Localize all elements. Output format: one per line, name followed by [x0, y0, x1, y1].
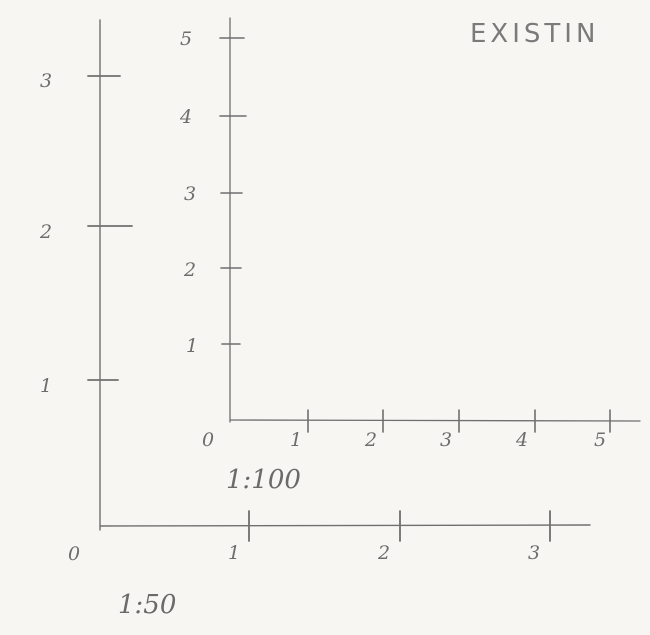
- y-label-1-100: 4: [179, 106, 192, 128]
- origin-label-1-50: 0: [68, 543, 80, 565]
- x-label-1-50: 2: [377, 542, 390, 564]
- x-axis-1-100: [229, 419, 641, 422]
- y-label-1-50: 2: [39, 221, 52, 243]
- x-label-1-100: 1: [290, 429, 302, 451]
- scale-label-1-100: 1:100: [226, 465, 301, 495]
- x-label-1-50: 3: [528, 542, 540, 564]
- x-label-1-100: 4: [515, 429, 528, 451]
- x-label-1-100: 3: [440, 429, 452, 451]
- y-label-1-100: 3: [184, 183, 196, 205]
- drawing-title: EXISTIN: [470, 19, 599, 49]
- x-label-1-100: 2: [364, 429, 377, 451]
- y-label-1-100: 2: [183, 259, 196, 281]
- axes-1-50: 3 2 1 1 2 3 0 1:50: [39, 19, 591, 620]
- y-label-1-100: 1: [186, 335, 198, 357]
- x-label-1-50: 1: [228, 542, 240, 564]
- x-label-1-100: 5: [594, 429, 606, 451]
- axes-1-100: 5 4 3 2 1 1 2 3 4 5 0 1:100: [179, 17, 641, 495]
- origin-label-1-100: 0: [202, 429, 214, 451]
- y-label-1-50: 3: [40, 70, 52, 92]
- x-axis-1-50: [99, 524, 591, 527]
- scale-label-1-50: 1:50: [118, 590, 176, 620]
- y-label-1-100: 5: [180, 28, 192, 50]
- y-label-1-50: 1: [40, 375, 52, 397]
